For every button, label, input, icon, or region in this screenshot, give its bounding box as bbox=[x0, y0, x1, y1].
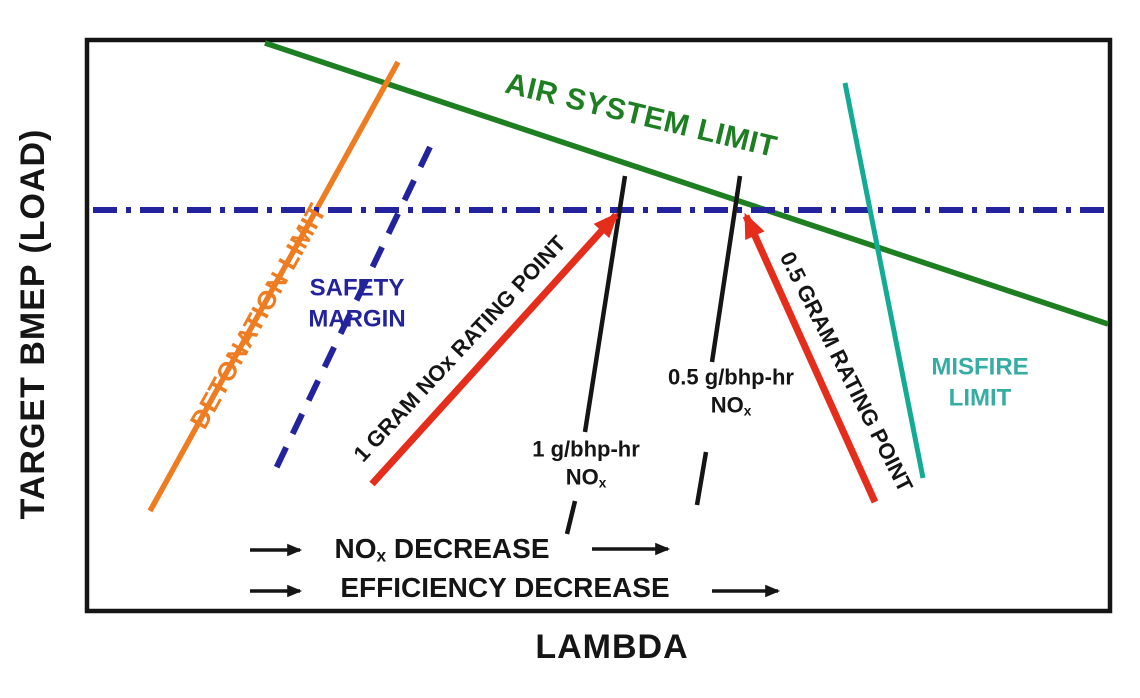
nox-decrease-label: NOx DECREASE bbox=[334, 532, 550, 566]
half-gram-rating-arrow bbox=[742, 212, 879, 504]
one-gram-rating-arrow bbox=[369, 212, 619, 487]
half-gram-nox-label-line2: NOx bbox=[710, 392, 752, 419]
misfire-limit-label-line1: MISFIRE bbox=[931, 353, 1029, 381]
detonation-limit-line bbox=[147, 60, 401, 513]
misfire-limit-label-line2: LIMIT bbox=[948, 384, 1012, 411]
half-gram-nox-label: 0.5 g/bhp-hr NOx bbox=[668, 364, 794, 421]
iso-nox-05g-line-upper bbox=[709, 175, 743, 363]
safety-margin-label: SAFETY MARGIN bbox=[308, 273, 405, 334]
safety-margin-label-line2: MARGIN bbox=[308, 305, 406, 332]
iso-nox-05g-line-lower bbox=[694, 451, 709, 506]
one-gram-nox-label: 1 g/bhp-hr NOx bbox=[532, 436, 640, 493]
safety-margin-label-line1: SAFETY bbox=[309, 274, 405, 302]
nox-decrease-label-post: DECREASE bbox=[386, 532, 550, 564]
misfire-limit-line bbox=[842, 82, 926, 479]
efficiency-decrease-label: EFFICIENCY DECREASE bbox=[340, 572, 670, 603]
one-gram-nox-label-line1: 1 g/bhp-hr bbox=[532, 436, 640, 462]
iso-nox-1g-line-upper bbox=[582, 175, 628, 433]
iso-nox-1g-line-lower bbox=[564, 500, 578, 535]
half-gram-nox-label-line1: 0.5 g/bhp-hr bbox=[668, 364, 794, 390]
air-system-limit-line bbox=[264, 40, 1109, 327]
one-gram-nox-label-line2: NOx bbox=[565, 464, 607, 491]
y-axis-label: TARGET BMEP (LOAD) bbox=[14, 128, 52, 520]
nox-decrease-label-sub: x bbox=[376, 545, 387, 566]
x-axis-label: LAMBDA bbox=[535, 628, 689, 666]
safety-margin-dashed-line bbox=[268, 145, 433, 481]
plot-border bbox=[84, 37, 1113, 614]
nox-decrease-label-pre: NO bbox=[334, 532, 377, 564]
misfire-limit-label: MISFIRE LIMIT bbox=[931, 352, 1028, 413]
